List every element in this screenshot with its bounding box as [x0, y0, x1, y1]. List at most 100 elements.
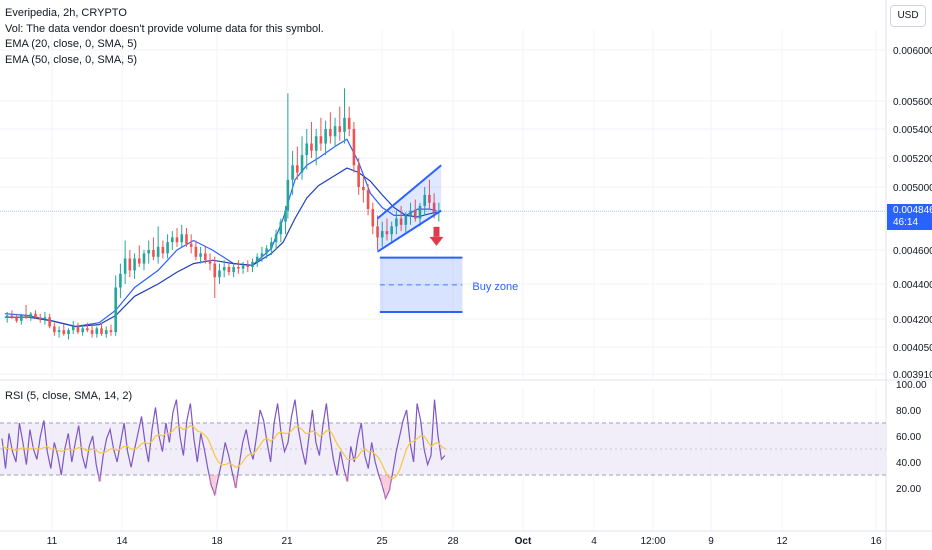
rsi-oversold-fill [387, 475, 391, 491]
candle [284, 205, 287, 235]
candle [413, 199, 417, 222]
candle-body [399, 218, 403, 225]
candle-body [284, 210, 287, 222]
candle-body [57, 330, 61, 333]
candle [399, 205, 403, 232]
candle [423, 187, 426, 216]
candle-body [95, 328, 99, 334]
candle-body [260, 253, 264, 257]
time-tick-label: 25 [376, 536, 388, 547]
candle-body [286, 179, 290, 211]
candle-body [338, 126, 342, 132]
candle [166, 234, 169, 259]
ema20-line [4, 138, 437, 328]
rsi-oversold-fill [383, 475, 388, 499]
candle [95, 326, 99, 338]
candle [34, 310, 37, 319]
candle [241, 261, 245, 274]
candle [333, 117, 337, 147]
candle [255, 253, 259, 267]
candle-body [343, 117, 346, 132]
candle [43, 312, 47, 325]
candle-body [194, 246, 198, 257]
candle [67, 328, 70, 340]
candle-body [166, 242, 169, 254]
candle [86, 322, 89, 333]
candle [189, 234, 193, 254]
candle-body [53, 326, 56, 333]
candle [314, 129, 318, 166]
time-tick-label: 11 [47, 536, 58, 547]
rsi-oversold-fill [213, 475, 217, 495]
price-tick-label: 0.003910 [893, 370, 932, 381]
candle [246, 260, 250, 273]
last-price-value: 0.004846 [893, 205, 932, 216]
candle-body [5, 315, 9, 318]
price-tick-label: 0.004200 [893, 315, 932, 326]
candle [114, 275, 117, 336]
candle-body [265, 248, 268, 254]
rsi-ma-line [1, 424, 446, 480]
candle [418, 202, 422, 227]
candle [319, 117, 323, 151]
candle [180, 224, 184, 247]
candle-body [100, 328, 103, 334]
candle [428, 179, 431, 210]
rsi-tick-label: 40.00 [896, 458, 921, 469]
candle [128, 250, 132, 278]
candle-body [76, 326, 80, 333]
candle-body [347, 117, 351, 129]
ema20-legend[interactable]: EMA (20, close, 0, SMA, 5) [5, 38, 138, 50]
price-tick-label: 0.005400 [893, 125, 932, 136]
candle [62, 324, 66, 336]
candle [156, 226, 160, 264]
rsi-legend[interactable]: RSI (5, close, SMA, 14, 2) [5, 390, 133, 402]
candle-body [208, 260, 212, 264]
candle-body [114, 287, 117, 333]
candle-body [90, 330, 94, 334]
candle [371, 202, 375, 235]
candle [390, 221, 393, 244]
rsi-band [0, 423, 886, 475]
candle [185, 227, 188, 247]
candle-body [29, 313, 33, 318]
candle-body [104, 330, 108, 334]
candle-body [133, 258, 136, 271]
rsi-tick-label: 100.00 [896, 380, 927, 391]
rsi-tick-label: 60.00 [896, 432, 921, 443]
candle [147, 240, 151, 264]
candle-body [218, 270, 221, 278]
time-tick-label: 21 [281, 536, 293, 547]
currency-button[interactable]: USD [890, 5, 926, 27]
candle-body [274, 234, 278, 243]
candle [380, 221, 384, 247]
candle [300, 136, 304, 180]
candle [305, 129, 309, 170]
candle-body [371, 209, 375, 227]
candle-body [137, 258, 141, 264]
candle-body [324, 129, 327, 144]
candle [237, 260, 240, 274]
candle-body [237, 267, 240, 269]
candle-body [20, 315, 23, 321]
volume-note: Vol: The data vendor doesn't provide vol… [5, 22, 324, 35]
candle-body [109, 330, 113, 333]
time-tick-label: 4 [591, 536, 597, 547]
candle-body [147, 250, 151, 254]
time-tick-label: 12:00 [640, 536, 665, 547]
candle-body [48, 317, 51, 327]
time-tick-label: 9 [708, 536, 714, 547]
candle-body [357, 165, 360, 187]
candle [175, 227, 179, 247]
symbol-title[interactable]: Everipedia, 2h, CRYPTO [5, 7, 127, 19]
candle-body [329, 129, 332, 137]
candle-body [296, 165, 299, 173]
ema50-legend[interactable]: EMA (50, close, 0, SMA, 5) [5, 53, 138, 66]
candle [57, 326, 61, 338]
candle [324, 120, 327, 156]
candle [218, 263, 221, 284]
candle [24, 305, 28, 319]
axes: 0.006000 0.005600 0.005400 0.005200 0.005000… [47, 46, 932, 547]
candle-body [428, 194, 431, 203]
